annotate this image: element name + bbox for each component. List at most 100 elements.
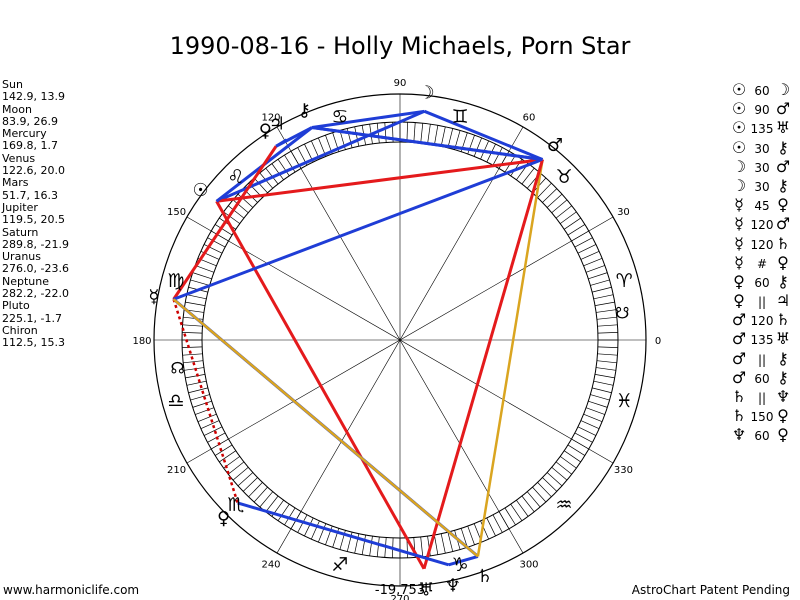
degree-tick [203, 244, 223, 254]
aspect-line [311, 126, 543, 161]
degree-tick [253, 177, 268, 194]
degree-tick [594, 374, 615, 379]
degree-tick [447, 532, 454, 552]
aspect-row: ☿ # ♀ [728, 253, 792, 272]
planet-values: 282.2, -22.0 [2, 287, 69, 301]
sign-divider-lines [154, 94, 646, 586]
aspect-row: ♂ 135 ♅ [728, 329, 792, 348]
degree-tick [567, 224, 586, 236]
zodiac-sign-icon: ♏ [227, 494, 244, 516]
planet-icon: ♅ [418, 580, 434, 600]
planet-values: 225.1, -1.7 [2, 311, 62, 325]
degree-tick [559, 456, 577, 469]
degree-tick [182, 353, 203, 356]
degree-tick [253, 486, 268, 503]
aspect-planet-1: ☽ [731, 156, 747, 176]
degree-tick [318, 523, 327, 543]
aspect-planet-2: ♂ [775, 99, 791, 119]
degree-tick [551, 467, 568, 481]
aspect-angle: 30 [754, 179, 770, 194]
degree-tick [271, 163, 284, 181]
aspect-angle: 90 [754, 103, 770, 118]
degree-tick [504, 507, 516, 526]
degree-tick [532, 486, 547, 503]
degree-tick [546, 193, 563, 208]
degree-tick [590, 394, 610, 401]
aspect-planet-2: ♀ [777, 195, 789, 215]
degree-tick [593, 380, 614, 386]
aspect-angle: 45 [754, 199, 770, 214]
degree-tick [232, 467, 249, 481]
degree-tick [311, 520, 320, 540]
degree-tick [447, 128, 454, 148]
degree-tick [361, 534, 366, 555]
zodiac-sign-icon: ♌ [227, 166, 244, 188]
degree-tick [467, 135, 475, 155]
aspect-row: ☉ 30 ⚷ [728, 138, 792, 157]
degree-tick [434, 125, 439, 146]
planet-glyphs: ☉ ☽ ☿ ♀ ♂ ♃ ♄ ♅ ♆ ♀ ⚷ [148, 82, 563, 600]
aspect-planet-2: ♅ [775, 329, 791, 349]
aspect-planet-1: ♄ [731, 406, 747, 426]
aspect-planet-1: ♄ [731, 387, 747, 406]
aspect-planet-2: ♆ [775, 387, 791, 406]
zodiac-sign-icon: ♑ [452, 554, 469, 576]
aspect-line [215, 200, 426, 570]
degree-tick [460, 528, 468, 548]
degree-label: 300 [519, 559, 538, 570]
aspect-angle: 30 [754, 160, 770, 175]
degree-tick [592, 387, 612, 394]
aspect-row: ♂ 120 ♄ [728, 310, 792, 329]
degree-tick [182, 346, 203, 348]
aspect-line [275, 138, 288, 148]
degree-tick [207, 237, 226, 248]
aspect-planet-1: ♂ [731, 348, 747, 368]
aspect-angle: || [757, 295, 767, 310]
aspect-row: ☽ 30 ♂ [728, 157, 792, 176]
planet-values: 169.8, 1.7 [2, 139, 58, 153]
degree-tick [297, 514, 308, 533]
degree-tick [304, 517, 314, 537]
planet-values: 112.5, 15.3 [2, 336, 65, 350]
aspect-planet-2: ⚷ [777, 348, 789, 368]
degree-tick [185, 374, 206, 379]
lunar-node-icon: ☊ [171, 358, 185, 377]
aspect-planet-1: ☿ [734, 252, 744, 272]
degree-label: 0 [655, 336, 661, 347]
planet-name: Venus [2, 151, 36, 165]
degree-tick [190, 394, 210, 401]
aspect-planet-2: ♃ [775, 291, 791, 311]
degree-label: 60 [523, 113, 536, 124]
zodiac-sign-icon: ♎ [167, 390, 184, 412]
degree-label: 30 [617, 207, 630, 218]
aspect-row: ♂ || ⚷ [728, 349, 792, 368]
degree-label: 90 [394, 78, 407, 89]
zodiac-sign-icon: ♊ [452, 106, 469, 128]
aspect-angle: 60 [754, 275, 770, 290]
aspect-line [216, 158, 543, 203]
aspect-planet-1: ☿ [734, 233, 744, 253]
aspect-planet-2: ☽ [775, 80, 791, 99]
planet-icon: ♀ [259, 120, 272, 141]
aspect-line [448, 554, 479, 567]
aspect-angle: 120 [750, 218, 774, 233]
aspect-row: ☉ 60 ☽ [728, 80, 792, 99]
aspect-planet-1: ☉ [731, 80, 747, 99]
planet-icon: ☿ [148, 287, 159, 308]
degree-tick [183, 360, 204, 364]
degree-tick [492, 147, 503, 166]
degree-tick [413, 122, 416, 143]
degree-tick [596, 309, 616, 313]
aspect-angle: 120 [750, 314, 774, 329]
planet-values: 122.6, 20.0 [2, 164, 65, 178]
degree-tick [551, 199, 568, 213]
aspect-row: ♄ || ♆ [728, 387, 792, 406]
degree-tick [434, 534, 439, 555]
sign-glyphs: ♈ ♉ ♊ ♋ ♌ ♍ ♎ ♏ ♐ ♑ ♒ ♓ ☊ ☋ [167, 106, 632, 576]
degree-tick [559, 211, 577, 224]
degree-tick [563, 450, 581, 463]
aspect-row: ☿ 120 ♄ [728, 234, 792, 253]
website-link[interactable]: www.harmoniclife.com [3, 583, 140, 597]
aspect-line [422, 159, 544, 570]
